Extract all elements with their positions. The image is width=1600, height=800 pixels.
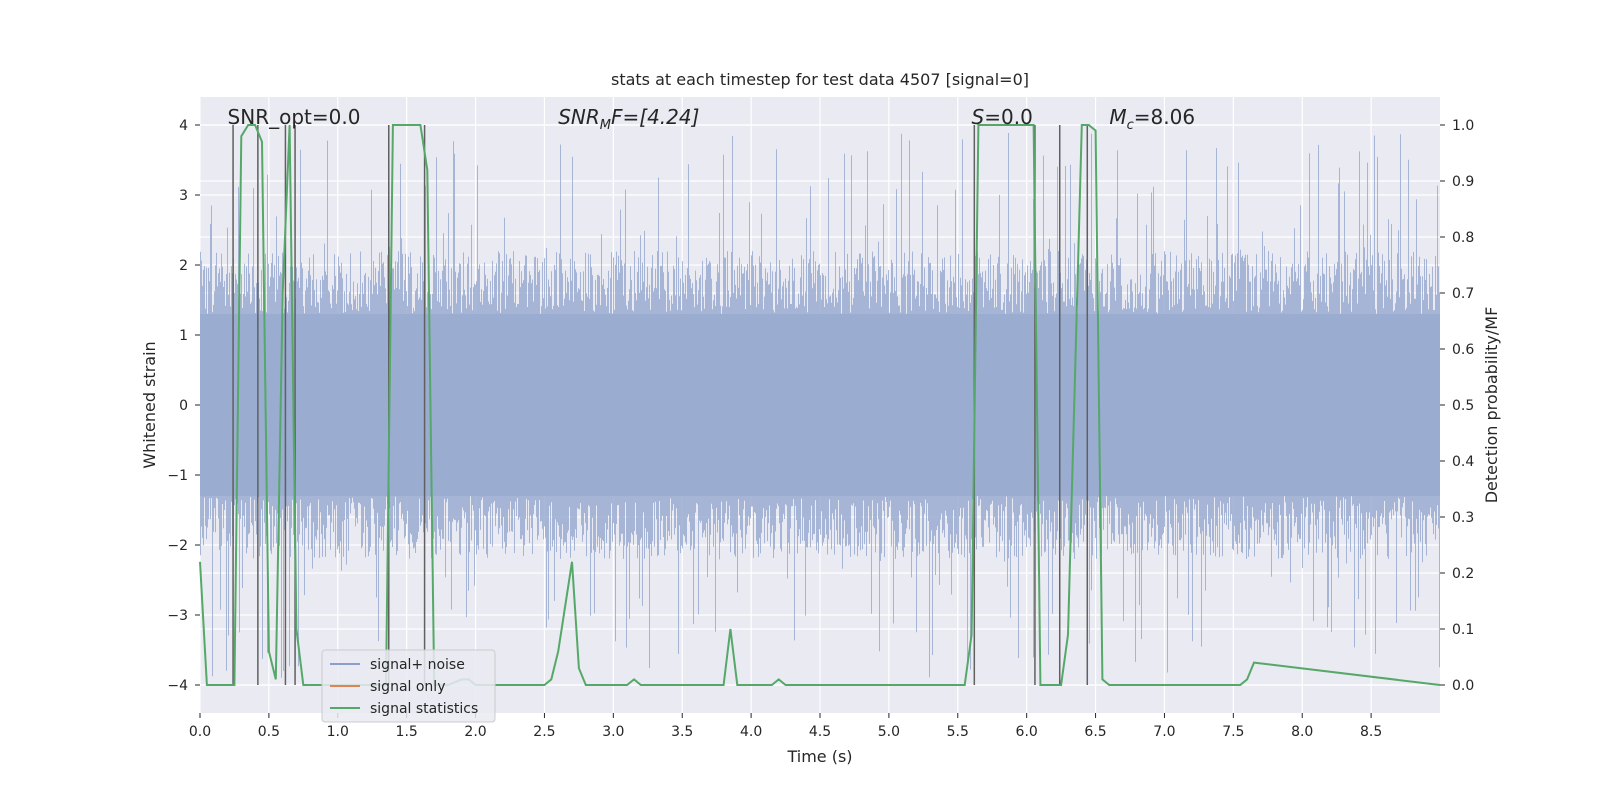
x-tick-label: 4.5 — [809, 724, 831, 740]
y-right-axis-label: Detection probability/MF — [1482, 307, 1501, 504]
x-tick-label: 5.0 — [878, 724, 900, 740]
y-left-tick-label: 1 — [179, 328, 188, 344]
annotation-mc-rest: =8.06 — [1134, 105, 1195, 129]
x-tick-label: 6.0 — [1016, 724, 1038, 740]
x-tick-label: 0.0 — [189, 724, 211, 740]
x-tick-label: 2.5 — [533, 724, 555, 740]
y-right-tick-label: 0.1 — [1452, 622, 1474, 638]
x-tick-label: 1.5 — [396, 724, 418, 740]
y-left-tick-label: −4 — [167, 678, 188, 694]
annotation-snr-mf-rest: F=[4.24] — [611, 105, 699, 129]
y-right-tick-label: 0.8 — [1452, 230, 1474, 246]
legend-label: signal statistics — [370, 701, 478, 717]
annotation-snr-mf-rest-text: F=[4.24] — [611, 105, 699, 129]
x-tick-label: 2.0 — [464, 724, 486, 740]
x-tick-label: 5.5 — [947, 724, 969, 740]
legend-label: signal only — [370, 679, 445, 695]
signal-noise-series — [200, 133, 1440, 678]
y-right-tick-label: 0.7 — [1452, 286, 1474, 302]
x-tick-label: 7.5 — [1222, 724, 1244, 740]
x-tick-label: 1.0 — [327, 724, 349, 740]
y-right-tick-label: 0.4 — [1452, 454, 1474, 470]
y-right-tick-label: 0.2 — [1452, 566, 1474, 582]
x-tick-label: 8.0 — [1291, 724, 1313, 740]
y-left-tick-label: 2 — [179, 258, 188, 274]
legend: signal+ noise signal only signal statistic… — [321, 649, 496, 723]
y-right-axis-ticks: 1.0 0.9 0.8 0.7 0.6 0.5 0.4 0.3 0.2 0.1 0.0 — [1440, 118, 1474, 694]
chart-title: stats at each timestep for test data 450… — [611, 70, 1029, 89]
y-right-tick-label: 0.6 — [1452, 342, 1474, 358]
x-tick-label: 3.5 — [671, 724, 693, 740]
y-right-tick-label: 0.5 — [1452, 398, 1474, 414]
y-right-tick-label: 0.0 — [1452, 678, 1474, 694]
y-left-tick-label: −1 — [167, 468, 188, 484]
y-left-axis-label: Whitened strain — [140, 341, 159, 468]
y-left-tick-label: −2 — [167, 538, 188, 554]
x-tick-label: 8.5 — [1360, 724, 1382, 740]
y-left-axis-ticks: 4 3 2 1 0 −1 −2 −3 −4 — [167, 118, 200, 694]
annotation-snr-mf-sub: M — [600, 118, 611, 133]
y-left-tick-label: 3 — [179, 188, 188, 204]
legend-label: signal+ noise — [370, 657, 465, 673]
x-tick-label: 4.0 — [740, 724, 762, 740]
x-tick-label: 6.5 — [1084, 724, 1106, 740]
y-left-tick-label: 0 — [179, 398, 188, 414]
x-tick-label: 7.0 — [1153, 724, 1175, 740]
y-right-tick-label: 0.3 — [1452, 510, 1474, 526]
annotation-mc-main: M — [1109, 105, 1126, 129]
annotation-s: S=0.0 — [972, 105, 1033, 129]
annotation-s-rest: =0.0 — [984, 105, 1033, 129]
annotation-mc-sub: c — [1127, 118, 1134, 133]
noise-trace — [200, 133, 1440, 678]
annotation-snr-opt: SNR_opt=0.0 — [228, 105, 361, 129]
x-axis-ticks: 0.0 0.5 1.0 1.5 2.0 2.5 3.0 3.5 4.0 4.5 5.0 5.5 6.0 6… — [189, 713, 1382, 740]
y-right-tick-label: 0.9 — [1452, 174, 1474, 190]
y-left-tick-label: −3 — [167, 608, 188, 624]
annotation-snr-mf-main: SNR — [558, 105, 600, 129]
legend-box — [321, 649, 496, 723]
x-tick-label: 0.5 — [258, 724, 280, 740]
annotation-mc: Mc=8.06 — [1109, 105, 1195, 133]
annotation-snr-mf: SNRMF=[4.24] — [558, 105, 699, 133]
y-left-tick-label: 4 — [179, 118, 188, 134]
x-axis-label: Time (s) — [786, 747, 852, 766]
signal-statistics-line — [199, 124, 1441, 686]
annotation-s-main: S — [972, 105, 985, 129]
y-right-tick-label: 1.0 — [1452, 118, 1474, 134]
x-tick-label: 3.0 — [602, 724, 624, 740]
